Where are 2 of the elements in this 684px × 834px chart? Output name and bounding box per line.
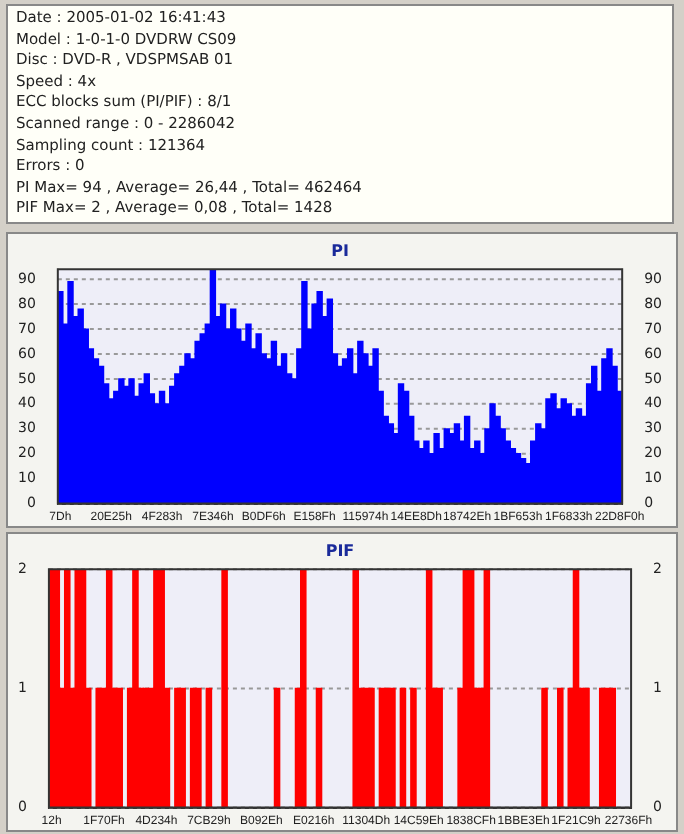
chart-title: PI (331, 241, 349, 260)
chart-title: PIF (325, 541, 355, 560)
